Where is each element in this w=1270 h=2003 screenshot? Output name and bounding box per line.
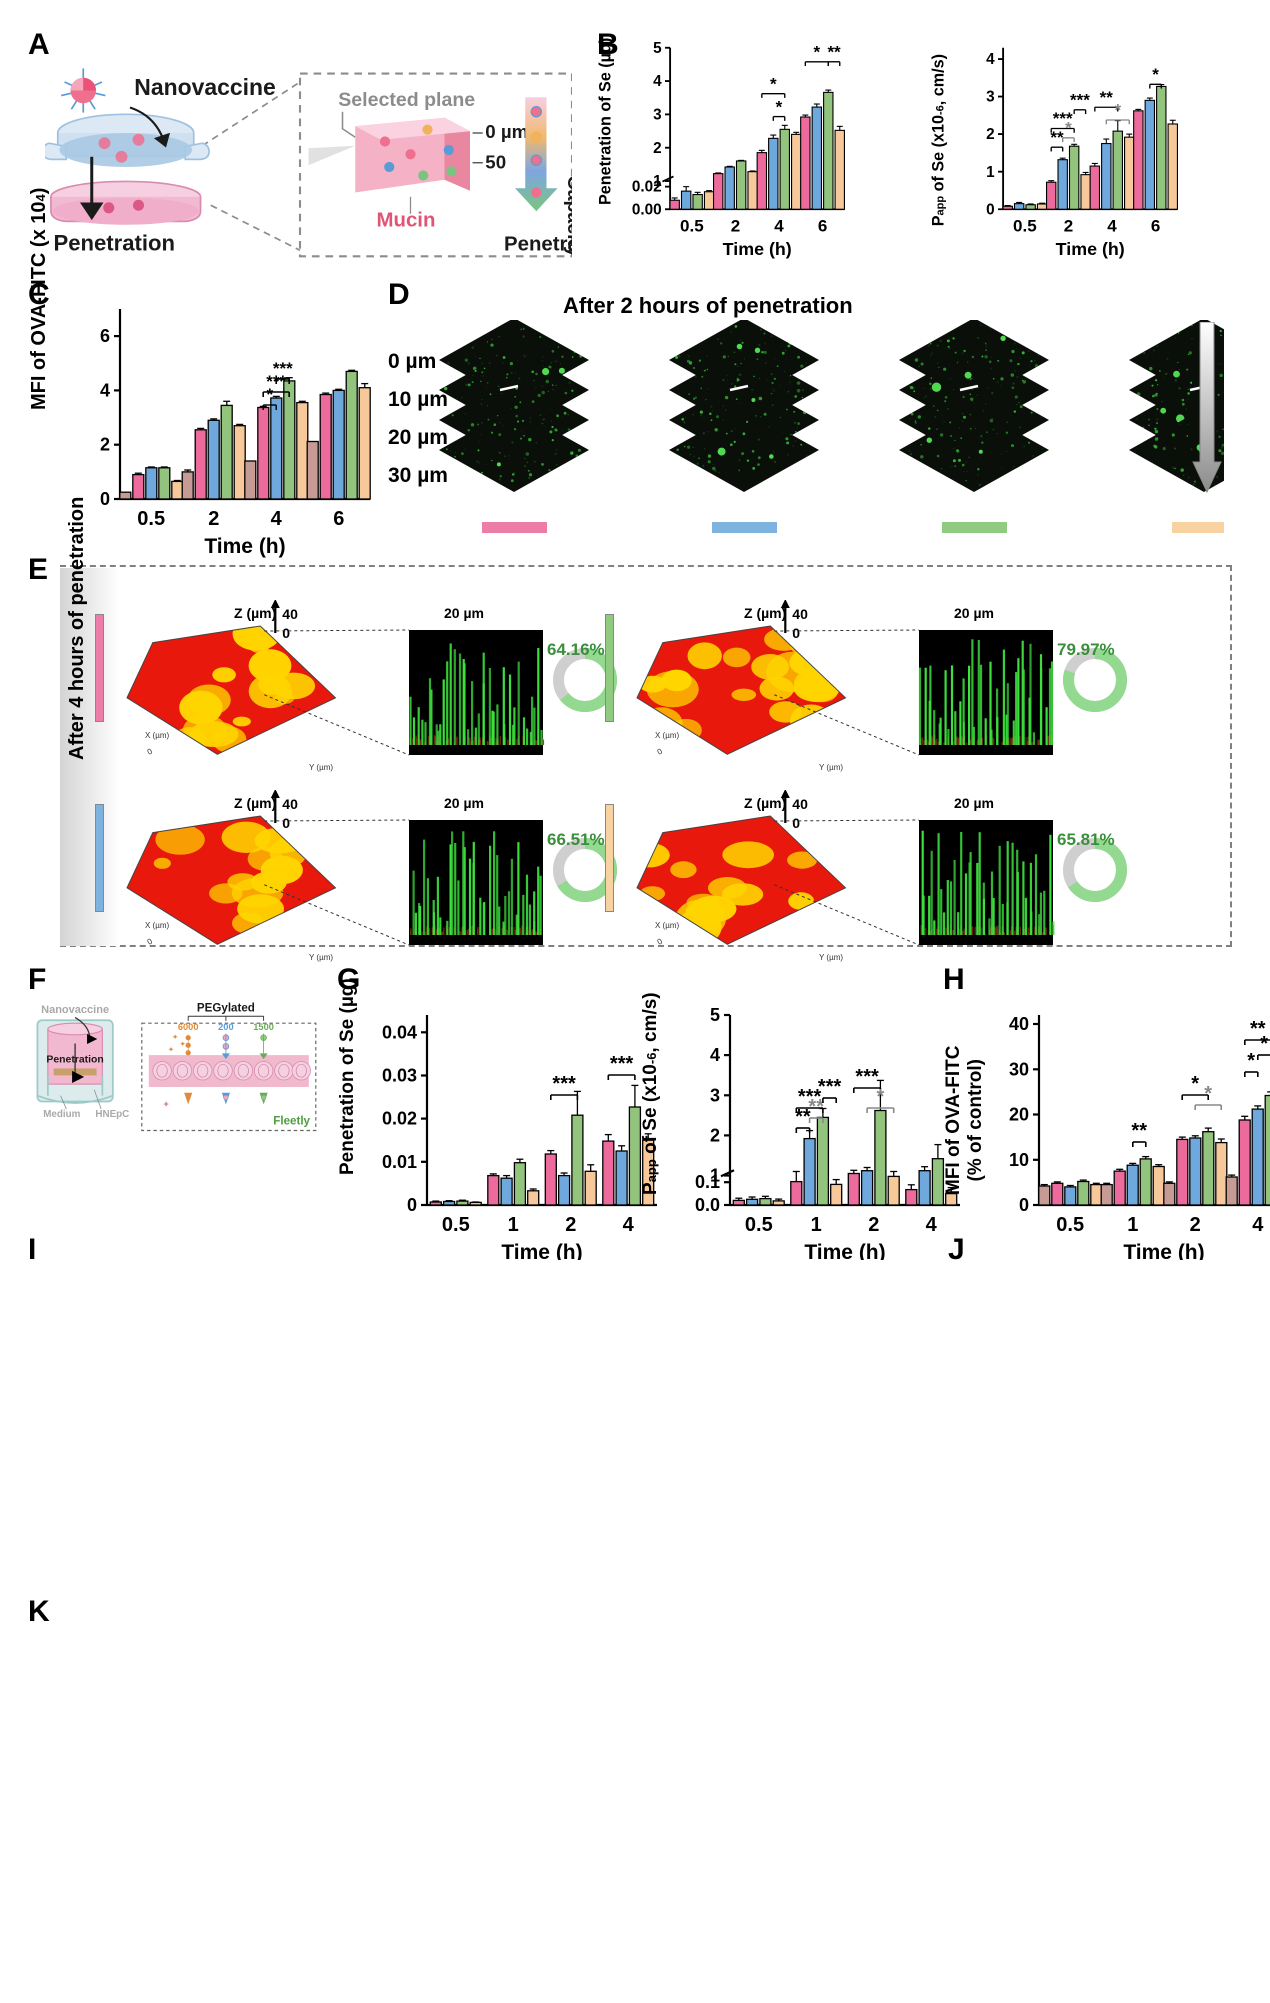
svg-text:Y (µm): Y (µm) [819, 953, 843, 962]
svg-text:***: *** [610, 1053, 634, 1075]
svg-text:0: 0 [792, 815, 800, 831]
svg-text:0: 0 [656, 746, 665, 756]
svg-text:X (µm): X (µm) [145, 921, 169, 930]
svg-text:0.5: 0.5 [745, 1214, 773, 1236]
svg-text:4: 4 [1252, 1214, 1264, 1236]
svg-text:HNEpC: HNEpC [95, 1109, 129, 1120]
svg-text:0: 0 [282, 815, 290, 831]
svg-text:*: * [877, 1086, 885, 1108]
svg-text:X (µm): X (µm) [655, 731, 679, 740]
svg-text:***: *** [855, 1066, 879, 1088]
svg-text:*: * [1204, 1083, 1212, 1105]
svg-text:✦: ✦ [168, 1045, 175, 1054]
svg-text:30: 30 [1009, 1059, 1029, 1079]
svg-text:✦: ✦ [162, 1099, 170, 1109]
svg-text:0.5: 0.5 [442, 1214, 470, 1236]
svg-text:1: 1 [1127, 1214, 1138, 1236]
svg-text:**: ** [808, 1096, 824, 1118]
svg-text:Y (µm): Y (µm) [819, 763, 843, 772]
svg-text:✦: ✦ [172, 1032, 179, 1041]
svg-text:40: 40 [1009, 1014, 1029, 1034]
svg-text:Time (h): Time (h) [1123, 1241, 1204, 1260]
svg-text:0.02: 0.02 [382, 1109, 417, 1129]
svg-text:40: 40 [792, 796, 808, 812]
svg-text:Y (µm): Y (µm) [309, 763, 333, 772]
svg-text:0.01: 0.01 [382, 1152, 417, 1172]
svg-text:1: 1 [710, 1166, 720, 1186]
svg-text:Z (µm): Z (µm) [234, 605, 276, 621]
svg-text:40: 40 [282, 796, 298, 812]
svg-text:65.81%: 65.81% [1057, 830, 1115, 849]
svg-text:40: 40 [792, 606, 808, 622]
svg-text:X (µm): X (µm) [655, 921, 679, 930]
svg-text:20 µm: 20 µm [954, 605, 994, 621]
svg-text:Nanovaccine: Nanovaccine [41, 1004, 109, 1016]
svg-text:64.16%: 64.16% [547, 640, 605, 659]
svg-text:0.5: 0.5 [1056, 1214, 1084, 1236]
svg-text:Z (µm): Z (µm) [744, 795, 786, 811]
svg-text:2: 2 [710, 1125, 720, 1145]
svg-text:40: 40 [282, 606, 298, 622]
svg-text:1: 1 [508, 1214, 519, 1236]
svg-text:1: 1 [811, 1214, 822, 1236]
svg-text:4: 4 [710, 1045, 720, 1065]
svg-text:Medium: Medium [43, 1109, 80, 1120]
svg-text:0: 0 [1019, 1195, 1029, 1215]
svg-text:4: 4 [926, 1214, 938, 1236]
svg-text:***: *** [818, 1076, 842, 1098]
svg-text:Penetration: Penetration [46, 1055, 103, 1066]
svg-text:X (µm): X (µm) [145, 731, 169, 740]
svg-text:2: 2 [565, 1214, 576, 1236]
svg-text:Time (h): Time (h) [501, 1241, 582, 1260]
svg-text:0.0: 0.0 [695, 1195, 720, 1215]
svg-text:*: * [1191, 1073, 1199, 1095]
svg-text:20 µm: 20 µm [954, 795, 994, 811]
svg-text:2: 2 [1190, 1214, 1201, 1236]
svg-text:Z (µm): Z (µm) [744, 605, 786, 621]
svg-text:Time (h): Time (h) [804, 1241, 885, 1260]
svg-text:2: 2 [868, 1214, 879, 1236]
svg-text:20: 20 [1009, 1105, 1029, 1125]
svg-text:Y (µm): Y (µm) [309, 953, 333, 962]
svg-text:0: 0 [282, 625, 290, 641]
svg-text:0: 0 [146, 746, 155, 756]
svg-text:1500: 1500 [253, 1022, 274, 1032]
svg-text:0: 0 [146, 936, 155, 946]
svg-text:0: 0 [407, 1195, 417, 1215]
svg-text:20 µm: 20 µm [444, 605, 484, 621]
svg-text:3: 3 [710, 1085, 720, 1105]
svg-text:0: 0 [656, 936, 665, 946]
svg-text:✦: ✦ [180, 1039, 187, 1048]
svg-text:0.04: 0.04 [382, 1022, 417, 1042]
svg-text:5: 5 [710, 1005, 720, 1025]
svg-text:10: 10 [1009, 1150, 1029, 1170]
svg-text:***: *** [552, 1073, 576, 1095]
svg-text:6000: 6000 [178, 1022, 199, 1032]
svg-text:*: * [1247, 1050, 1255, 1072]
svg-text:Z (µm): Z (µm) [234, 795, 276, 811]
svg-text:PEGylated: PEGylated [197, 1002, 255, 1015]
svg-text:79.97%: 79.97% [1057, 640, 1115, 659]
svg-text:20 µm: 20 µm [444, 795, 484, 811]
svg-text:4: 4 [623, 1214, 635, 1236]
svg-text:200: 200 [218, 1022, 233, 1032]
svg-text:0: 0 [792, 625, 800, 641]
svg-text:Fleetly: Fleetly [273, 1115, 310, 1128]
svg-text:**: ** [1131, 1120, 1147, 1142]
svg-text:66.51%: 66.51% [547, 830, 605, 849]
svg-text:0.03: 0.03 [382, 1066, 417, 1086]
svg-text:**: ** [1250, 1018, 1266, 1040]
